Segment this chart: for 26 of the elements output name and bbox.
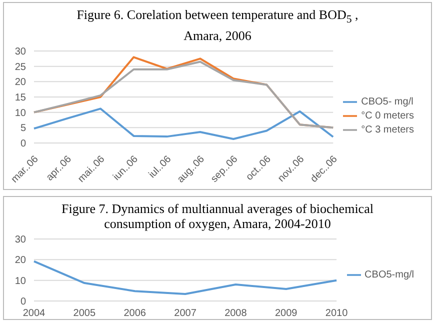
y-tick-label: 20 — [14, 76, 26, 88]
y-tick-label: 10 — [14, 107, 26, 118]
legend-label: CBO5-mg/l — [364, 269, 414, 280]
y-tick-label: 0 — [20, 138, 26, 150]
x-tick-label: 2006 — [124, 308, 146, 319]
chart-title: Figure 7. Dynamics of multiannual averages of biochemical consumption of oxygen, Amara, 2004-2010 — [60, 200, 374, 231]
legend-label: °C 0 meters — [361, 110, 414, 122]
y-tick-label: 10 — [14, 275, 26, 286]
y-tick-label: 30 — [14, 234, 26, 246]
x-tick-label: 2010 — [325, 308, 348, 319]
y-tick-label: 30 — [14, 46, 26, 58]
y-tick-label: 25 — [14, 61, 26, 72]
legend-label: CBO5- mg/l — [361, 96, 414, 108]
y-tick-label: 5 — [20, 122, 26, 134]
x-tick-label: 2009 — [274, 308, 298, 319]
y-tick-label: 15 — [14, 92, 26, 104]
line-series — [33, 107, 334, 140]
line-series — [33, 260, 338, 295]
chart-title: Figure 6. Corelation between temperature and BOD$_{5}$ , Amara, 2006 — [76, 7, 358, 43]
y-tick-label: 0 — [20, 296, 26, 308]
x-tick-label: 2005 — [73, 308, 96, 319]
x-tick-label: 2007 — [174, 308, 197, 319]
x-tick-label: 2004 — [22, 308, 46, 319]
y-tick-label: 20 — [14, 254, 26, 266]
legend-label: °C 3 meters — [361, 124, 414, 136]
x-tick-label: 2008 — [224, 308, 248, 319]
